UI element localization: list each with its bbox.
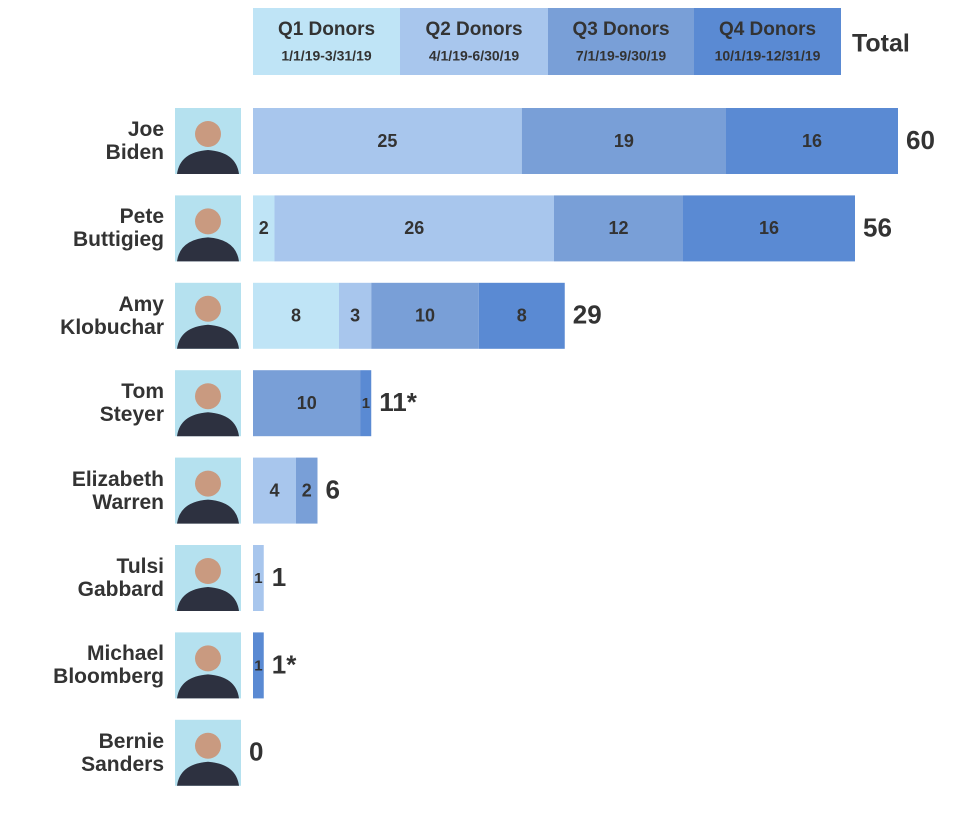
photo-body [177,499,239,524]
photo-body [177,587,239,611]
bar-value-label: 2 [302,480,312,500]
total-label: 0 [249,737,263,767]
bar-value-label: 8 [291,306,301,326]
bar-segment [253,108,522,174]
photo-head [195,470,221,497]
photo-head [195,732,221,759]
category-label: Amy Klobuchar [60,292,164,339]
bar-value-label: 8 [517,306,527,326]
category-label: Elizabeth Warren [71,467,164,514]
category-label-box: Pete Buttigieg [73,205,164,252]
legend-label: Q3 Donors [572,19,669,40]
legend-box [253,8,400,75]
bar-value-label: 10 [297,393,317,413]
bar-value-label: 2 [259,218,269,238]
photo-head [195,295,221,322]
bar-value-label: 12 [608,218,628,238]
bar-value-label: 1 [254,570,262,587]
photo-body [177,761,239,786]
total-label: 6 [326,474,340,504]
legend-box [548,8,694,75]
photo-head [195,208,221,235]
photo-body [177,412,239,437]
category-label: Pete Buttigieg [73,205,164,252]
bar-value-label: 19 [614,131,634,151]
legend-box [694,8,841,75]
bar-segment [371,282,479,349]
bar-value-label: 16 [759,218,779,238]
bar-segment [253,545,264,611]
bar-segment [339,282,372,349]
bar-segment [253,632,264,699]
category-label-box: Michael Bloomberg [53,642,164,689]
bar-segment [253,457,296,524]
bar-value-label: 1 [254,657,262,674]
category-label-box: Elizabeth Warren [71,467,164,514]
photo-body [177,324,239,349]
photo-body [177,150,239,174]
photo-head [195,645,221,672]
legend-box [400,8,548,75]
bar-segment [478,282,565,349]
photo-head [195,121,221,147]
category-label-box: Tulsi Gabbard [77,555,164,601]
category-label-box: Joe Biden [105,118,164,164]
bar-segment [253,370,361,437]
category-label: Tom Steyer [99,380,164,427]
total-label: 11* [379,387,417,417]
bar-segment [726,108,898,174]
bar-segment [521,108,726,174]
legend-period: 1/1/19-3/31/19 [281,48,372,64]
category-label-box: Bernie Sanders [81,729,164,776]
legend-label: Q2 Donors [425,19,522,40]
category-label: Michael Bloomberg [53,642,164,689]
photo-body [177,237,239,262]
bar-segment [274,195,554,262]
bar-value-label: 1 [362,395,370,412]
bar-segment [253,282,339,349]
legend-label: Q4 Donors [719,19,816,40]
legend-period: 10/1/19-12/31/19 [715,48,821,64]
bar-value-label: 4 [269,480,279,500]
bar-value-label: 16 [802,131,822,151]
category-label: Bernie Sanders [81,729,164,776]
bar-value-label: 25 [377,131,397,151]
legend-label: Q1 Donors [278,19,375,40]
bar-value-label: 3 [350,306,360,326]
category-label-box: Tom Steyer [99,380,164,427]
total-label: 60 [906,125,935,155]
total-title: Total [852,30,910,58]
bar-segment [296,457,318,524]
total-label: 29 [573,300,602,330]
photo-head [195,383,221,410]
bar-value-label: 26 [404,218,424,238]
total-label: 56 [863,212,892,242]
photo-head [195,558,221,584]
category-label-box: Amy Klobuchar [60,292,164,339]
bar-segment [683,195,855,262]
bar-value-label: 10 [415,306,435,326]
legend-period: 4/1/19-6/30/19 [429,48,520,64]
category-label: Tulsi Gabbard [77,555,164,601]
total-label: 1* [272,649,297,679]
bar-segment [554,195,683,262]
photo-body [177,674,239,699]
bar-segment [253,195,275,262]
bar-segment [360,370,372,437]
category-label: Joe Biden [105,118,164,164]
total-label: 1 [272,562,286,592]
legend-period: 7/1/19-9/30/19 [576,48,667,64]
